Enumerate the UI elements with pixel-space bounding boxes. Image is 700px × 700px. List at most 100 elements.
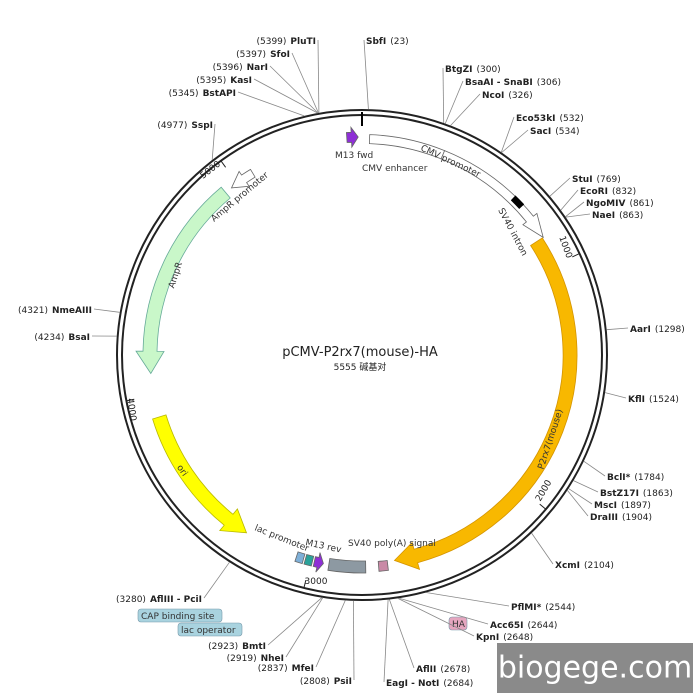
leader-line (315, 600, 346, 668)
site-name: DraIII (590, 513, 618, 523)
leader-line (363, 39, 369, 110)
feature-p2rx7 (393, 237, 578, 571)
watermark-bg (497, 643, 693, 693)
site-name: EagI - NotI (386, 679, 439, 689)
feature-lac-operator (303, 554, 315, 567)
leader-line (291, 52, 319, 114)
tick-mark (220, 160, 227, 168)
site-label: (5396) NarI (213, 63, 268, 73)
site-label: AflII (2678) (416, 665, 470, 675)
site-position: (1524) (649, 395, 679, 405)
leader-line (567, 490, 589, 517)
leader-line (285, 597, 324, 658)
site-position: (5396) (213, 63, 243, 73)
site-name: NgoMIV (586, 199, 625, 209)
leader-line (383, 599, 389, 683)
site-name: NarI (247, 63, 268, 73)
site-label: Acc65I (2644) (490, 621, 557, 631)
feature-label: lac operator (181, 626, 236, 636)
leader-line (237, 91, 305, 117)
plasmid-title: pCMV-P2rx7(mouse)-HA (282, 345, 438, 360)
site-position: (23) (390, 37, 408, 47)
feature-label: M13 rev (304, 538, 342, 555)
leader-line (267, 597, 323, 646)
site-name: KflI (628, 395, 645, 405)
leader-line (531, 532, 554, 565)
site-name: PsiI (334, 677, 352, 687)
feature-label: M13 fwd (335, 151, 373, 161)
site-label: BsaAI - SnaBI (306) (465, 78, 561, 88)
leader-line (269, 65, 319, 114)
site-position: (863) (619, 211, 643, 221)
site-position: (4321) (18, 306, 48, 316)
leader-line (500, 116, 515, 153)
site-label: KpnI (2648) (476, 633, 533, 643)
leader-line (399, 597, 489, 625)
site-label: (5395) KasI (196, 76, 252, 86)
site-position: (5397) (236, 50, 266, 60)
leader-line (606, 327, 629, 331)
site-position: (2923) (208, 642, 238, 652)
site-label: EagI - NotI (2684) (386, 679, 473, 689)
site-position: (300) (476, 65, 500, 75)
leader-line (203, 561, 230, 599)
site-label: Eco53kI (532) (516, 114, 584, 124)
tick-label: 3000 (305, 577, 328, 587)
site-name: XcmI (555, 561, 580, 571)
leader-line (583, 460, 606, 477)
site-label: BtgZI (300) (445, 65, 501, 75)
site-position: (2919) (227, 654, 257, 664)
site-name: BmtI (242, 642, 266, 652)
site-position: (534) (555, 127, 579, 137)
site-name: SfoI (270, 50, 290, 60)
feature-ampr (135, 186, 231, 375)
site-label: SbfI (23) (366, 37, 409, 47)
site-name: AflIII - PciI (150, 595, 202, 605)
site-label: StuI (769) (572, 175, 621, 185)
site-name: AflII (416, 665, 436, 675)
feature-label: SV40 poly(A) signal (348, 539, 436, 549)
site-position: (2808) (300, 677, 330, 687)
site-name: BtgZI (445, 65, 472, 75)
site-label: (2923) BmtI (208, 642, 266, 652)
feature-label: HA (452, 620, 466, 630)
leader-line (442, 67, 445, 124)
site-name: MfeI (292, 664, 314, 674)
site-name: EcoRI (580, 187, 608, 197)
leader-line (353, 600, 355, 681)
site-label: (4234) BsaI (34, 333, 90, 343)
tick-label: 2000 (534, 478, 554, 503)
site-position: (4234) (34, 333, 64, 343)
feature-box (137, 608, 223, 623)
site-name: PluTI (290, 37, 316, 47)
site-name: KpnI (476, 633, 499, 643)
site-label: (4321) NmeAIII (18, 306, 92, 316)
site-label: AarI (1298) (630, 325, 685, 335)
tick-mark (539, 503, 547, 510)
site-position: (1904) (622, 513, 652, 523)
leader-line (397, 598, 475, 637)
leader-line (444, 80, 464, 124)
site-label: EcoRI (832) (580, 187, 636, 197)
site-label: (2919) NheI (227, 654, 284, 664)
feature-m13-rev (312, 552, 324, 573)
site-name: MscI (594, 501, 617, 511)
feature-label: CAP binding site (141, 612, 215, 622)
leader-line (211, 123, 216, 160)
site-label: BstZ17I (1863) (600, 489, 673, 499)
leader-line (389, 599, 415, 669)
site-position: (532) (560, 114, 584, 124)
site-label: PflMI* (2544) (511, 603, 575, 613)
site-label: (5399) PluTI (256, 37, 316, 47)
feature-ampr-promoter (230, 168, 256, 189)
site-position: (1298) (655, 325, 685, 335)
site-label: SacI (534) (530, 127, 579, 137)
site-name: PflMI* (511, 603, 542, 613)
site-label: MscI (1897) (594, 501, 651, 511)
site-name: Acc65I (490, 621, 524, 631)
site-name: StuI (572, 175, 593, 185)
site-position: (861) (629, 199, 653, 209)
tick-mark (572, 253, 580, 258)
site-position: (5399) (256, 37, 286, 47)
site-label: (5397) SfoI (236, 50, 290, 60)
